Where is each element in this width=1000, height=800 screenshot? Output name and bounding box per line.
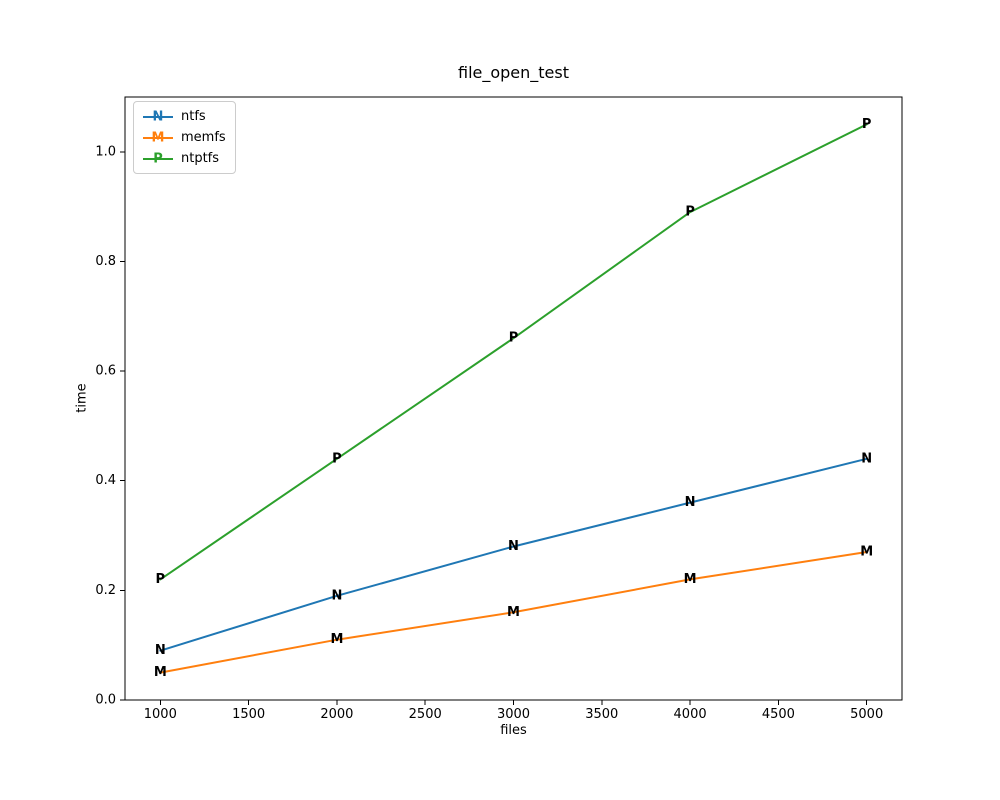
x-tick-label: 2500 xyxy=(409,707,442,722)
legend-label-memfs: memfs xyxy=(181,130,226,145)
marker-ntfs-2000: N xyxy=(331,588,342,603)
x-axis-label: files xyxy=(500,723,527,738)
legend-marker-ntptfs: P xyxy=(153,151,163,166)
y-tick-label: 0.8 xyxy=(95,254,116,269)
marker-memfs-3000: M xyxy=(507,605,520,620)
x-tick-label: 5000 xyxy=(850,707,883,722)
x-tick-label: 1500 xyxy=(232,707,265,722)
marker-memfs-2000: M xyxy=(330,632,343,647)
marker-ntfs-5000: N xyxy=(861,451,872,466)
series-line-ntfs xyxy=(159,457,868,652)
x-tick-label: 1000 xyxy=(144,707,177,722)
legend-label-ntptfs: ntptfs xyxy=(181,151,220,166)
legend-line-sample-memfs: M xyxy=(143,131,173,145)
legend-line-memfs xyxy=(143,136,173,139)
marker-ntptfs-3000: P xyxy=(509,331,519,346)
series-line-ntptfs xyxy=(159,123,868,581)
legend-line-ntfs xyxy=(143,115,173,118)
legend-line-ntptfs xyxy=(143,157,173,160)
legend-marker-memfs: M xyxy=(151,130,165,145)
marker-ntfs-3000: N xyxy=(508,539,519,554)
chart-title: file_open_test xyxy=(457,63,570,82)
marker-memfs-5000: M xyxy=(860,544,873,559)
y-tick-label: 0.4 xyxy=(95,473,116,488)
legend-marker-ntfs: N xyxy=(152,109,164,124)
y-tick-label: 1.0 xyxy=(95,144,116,159)
marker-memfs-4000: M xyxy=(684,572,697,587)
marker-ntptfs-4000: P xyxy=(685,205,695,220)
y-tick-label: 0.2 xyxy=(95,583,116,598)
marker-ntfs-1000: N xyxy=(155,643,166,658)
y-tick-label: 0.6 xyxy=(95,364,116,379)
legend-label-ntfs: ntfs xyxy=(181,109,206,124)
marker-ntptfs-5000: P xyxy=(862,117,872,132)
legend-line-sample-ntfs: N xyxy=(143,110,173,124)
x-tick-label: 3500 xyxy=(585,707,618,722)
legend-line-sample-ntptfs: P xyxy=(143,152,173,166)
marker-ntptfs-2000: P xyxy=(332,451,342,466)
x-tick-label: 3000 xyxy=(497,707,530,722)
series-line-memfs xyxy=(159,550,868,674)
x-tick-label: 4500 xyxy=(762,707,795,722)
marker-ntptfs-1000: P xyxy=(156,572,166,587)
y-axis-label: time xyxy=(74,383,90,413)
x-tick-label: 2000 xyxy=(320,707,353,722)
y-tick-label: 0.0 xyxy=(95,693,116,708)
marker-memfs-1000: M xyxy=(154,665,167,680)
marker-ntfs-4000: N xyxy=(685,495,696,510)
x-tick-label: 4000 xyxy=(674,707,707,722)
